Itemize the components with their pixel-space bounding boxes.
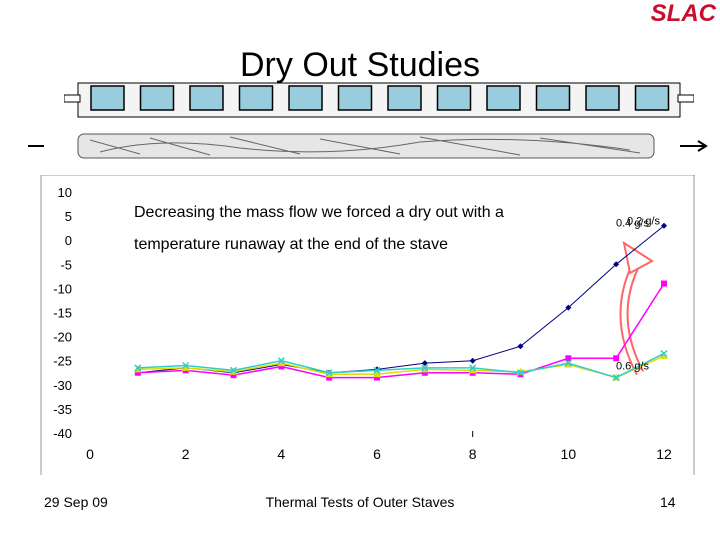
- data-point: [182, 361, 190, 370]
- stave-right-pipe: [677, 94, 694, 103]
- y-tick-label: 5: [65, 209, 72, 224]
- data-point: [181, 363, 190, 371]
- slide-title: Dry Out Studies: [240, 46, 480, 84]
- stave-left-pipe: [64, 94, 81, 103]
- x-tick-label: 6: [373, 446, 381, 462]
- stave-module: [288, 85, 323, 111]
- stave-bar: [77, 82, 681, 118]
- data-point: [229, 366, 238, 374]
- series-labels: 0.2 g/s0.4 g/s 0.6 g/s: [616, 216, 661, 373]
- data-point: [661, 222, 667, 229]
- sketch-arrow: [680, 140, 708, 152]
- slac-logo: SLAC: [650, 0, 716, 27]
- sketch-hatching: [89, 136, 641, 156]
- y-tick-label: -20: [53, 330, 72, 345]
- x-tick-label: 8: [469, 446, 477, 462]
- stave-module: [238, 85, 274, 111]
- data-point: [613, 261, 620, 268]
- y-tick-label: -15: [53, 306, 72, 321]
- stave-module: [337, 85, 373, 111]
- y-tick-label: -25: [53, 354, 72, 369]
- stave-modules: [90, 85, 670, 111]
- y-tick-label: 0: [65, 233, 72, 248]
- series-group: [133, 222, 668, 382]
- x-tick-label: 2: [182, 446, 190, 462]
- data-point: [373, 366, 381, 374]
- data-point: [661, 280, 667, 287]
- data-point: [325, 369, 333, 377]
- data-point: [230, 372, 237, 379]
- x-tick-label: 0: [86, 446, 94, 462]
- y-tick-label: -5: [60, 257, 72, 272]
- x-tick-label: 10: [561, 446, 577, 462]
- data-point: [565, 355, 572, 362]
- stave-module: [486, 85, 521, 111]
- footer-date: 29 Sep 09: [44, 494, 108, 510]
- data-point: [374, 374, 380, 381]
- data-point: [134, 369, 141, 376]
- data-point: [565, 304, 572, 311]
- data-point: [421, 360, 428, 367]
- stave-module: [535, 85, 571, 111]
- stave-module: [139, 85, 175, 111]
- data-point: [516, 369, 525, 377]
- series-label: 0.2 g/s: [627, 216, 661, 228]
- data-point: [277, 359, 286, 367]
- series-label: 0.6 g/s: [616, 360, 650, 372]
- data-point: [469, 357, 476, 364]
- data-point: [613, 355, 620, 362]
- data-point: [660, 351, 668, 359]
- data-point: [564, 359, 572, 367]
- data-point: [134, 364, 142, 372]
- series-line-3: [137, 352, 665, 379]
- x-axis: 0 2 4 6 8 10 12: [86, 431, 672, 462]
- data-point: [469, 364, 477, 372]
- data-point: [421, 364, 429, 372]
- series-label: 0.4 g/s: [616, 218, 650, 230]
- y-tick-label: -35: [53, 402, 72, 417]
- data-point: [373, 370, 381, 378]
- series-line-2: [137, 355, 665, 379]
- stave-sketch: [28, 133, 708, 159]
- footer-title: Thermal Tests of Outer Staves: [265, 494, 455, 510]
- stave-module: [387, 85, 422, 111]
- y-tick-label: -30: [53, 378, 72, 393]
- stave-diagram: [64, 82, 694, 118]
- sketch-outline: [77, 133, 655, 159]
- stave-module: [634, 85, 670, 111]
- stave-module: [436, 85, 472, 111]
- data-point: [277, 357, 285, 365]
- curved-arrow-head: [622, 240, 654, 275]
- y-tick-label: -40: [53, 426, 72, 441]
- annotation-line-2: temperature runaway at the end of the st…: [134, 236, 448, 253]
- y-axis: 10 5 0 -5 -10 -15 -20 -25 -30 -35 -40: [53, 185, 72, 441]
- dry-out-chart: 10 5 0 -5 -10 -15 -20 -25 -30 -35 -40 0 2 4 6 8 10 12 0.…: [40, 175, 695, 475]
- x-tick-label: 12: [656, 446, 672, 462]
- data-point: [278, 363, 285, 370]
- data-point: [468, 366, 477, 374]
- stave-module: [585, 85, 620, 111]
- data-point: [326, 374, 333, 381]
- stave-module: [90, 85, 125, 111]
- series-line-0: [137, 225, 665, 374]
- data-point: [421, 369, 428, 376]
- y-tick-label: -10: [53, 281, 72, 296]
- series-line-1: [137, 283, 665, 379]
- curved-arrow-inner: [621, 255, 643, 375]
- footer-page-number: 14: [660, 494, 676, 510]
- y-tick-label: 10: [58, 185, 72, 200]
- data-point: [660, 349, 668, 358]
- stave-module: [189, 85, 224, 111]
- annotation-line-1: Decreasing the mass flow we forced a dry…: [134, 204, 504, 221]
- data-point: [517, 343, 524, 350]
- data-point: [612, 374, 620, 382]
- x-tick-label: 4: [277, 446, 285, 462]
